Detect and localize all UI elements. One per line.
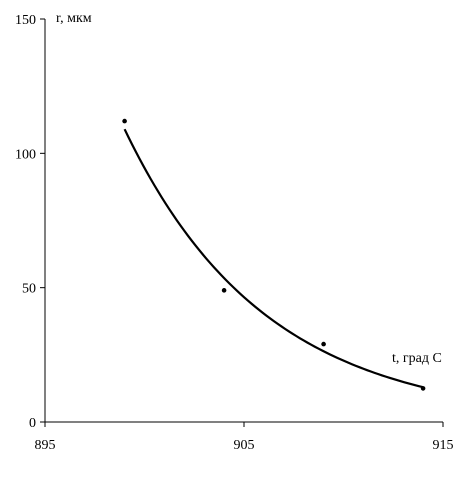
x-tick-label: 895 [35,438,56,453]
y-tick-label: 100 [15,147,36,162]
data-points [122,118,426,391]
x-tick-label: 915 [433,438,454,453]
y-axis-label: r, мкм [56,11,92,26]
trendline [123,128,424,389]
tick-labels: 0 50 100 150 895 905 915 [15,13,454,453]
x-tick-label: 905 [234,438,255,453]
y-tick-label: 50 [22,282,36,297]
data-point [122,118,127,124]
y-tick-label: 150 [15,13,36,28]
data-point [221,288,227,293]
x-axis-label: t, град С [392,351,442,366]
data-point [321,341,326,347]
ticks [40,18,444,427]
data-point [420,386,426,391]
axes [44,19,443,423]
y-tick-label: 0 [29,416,36,431]
